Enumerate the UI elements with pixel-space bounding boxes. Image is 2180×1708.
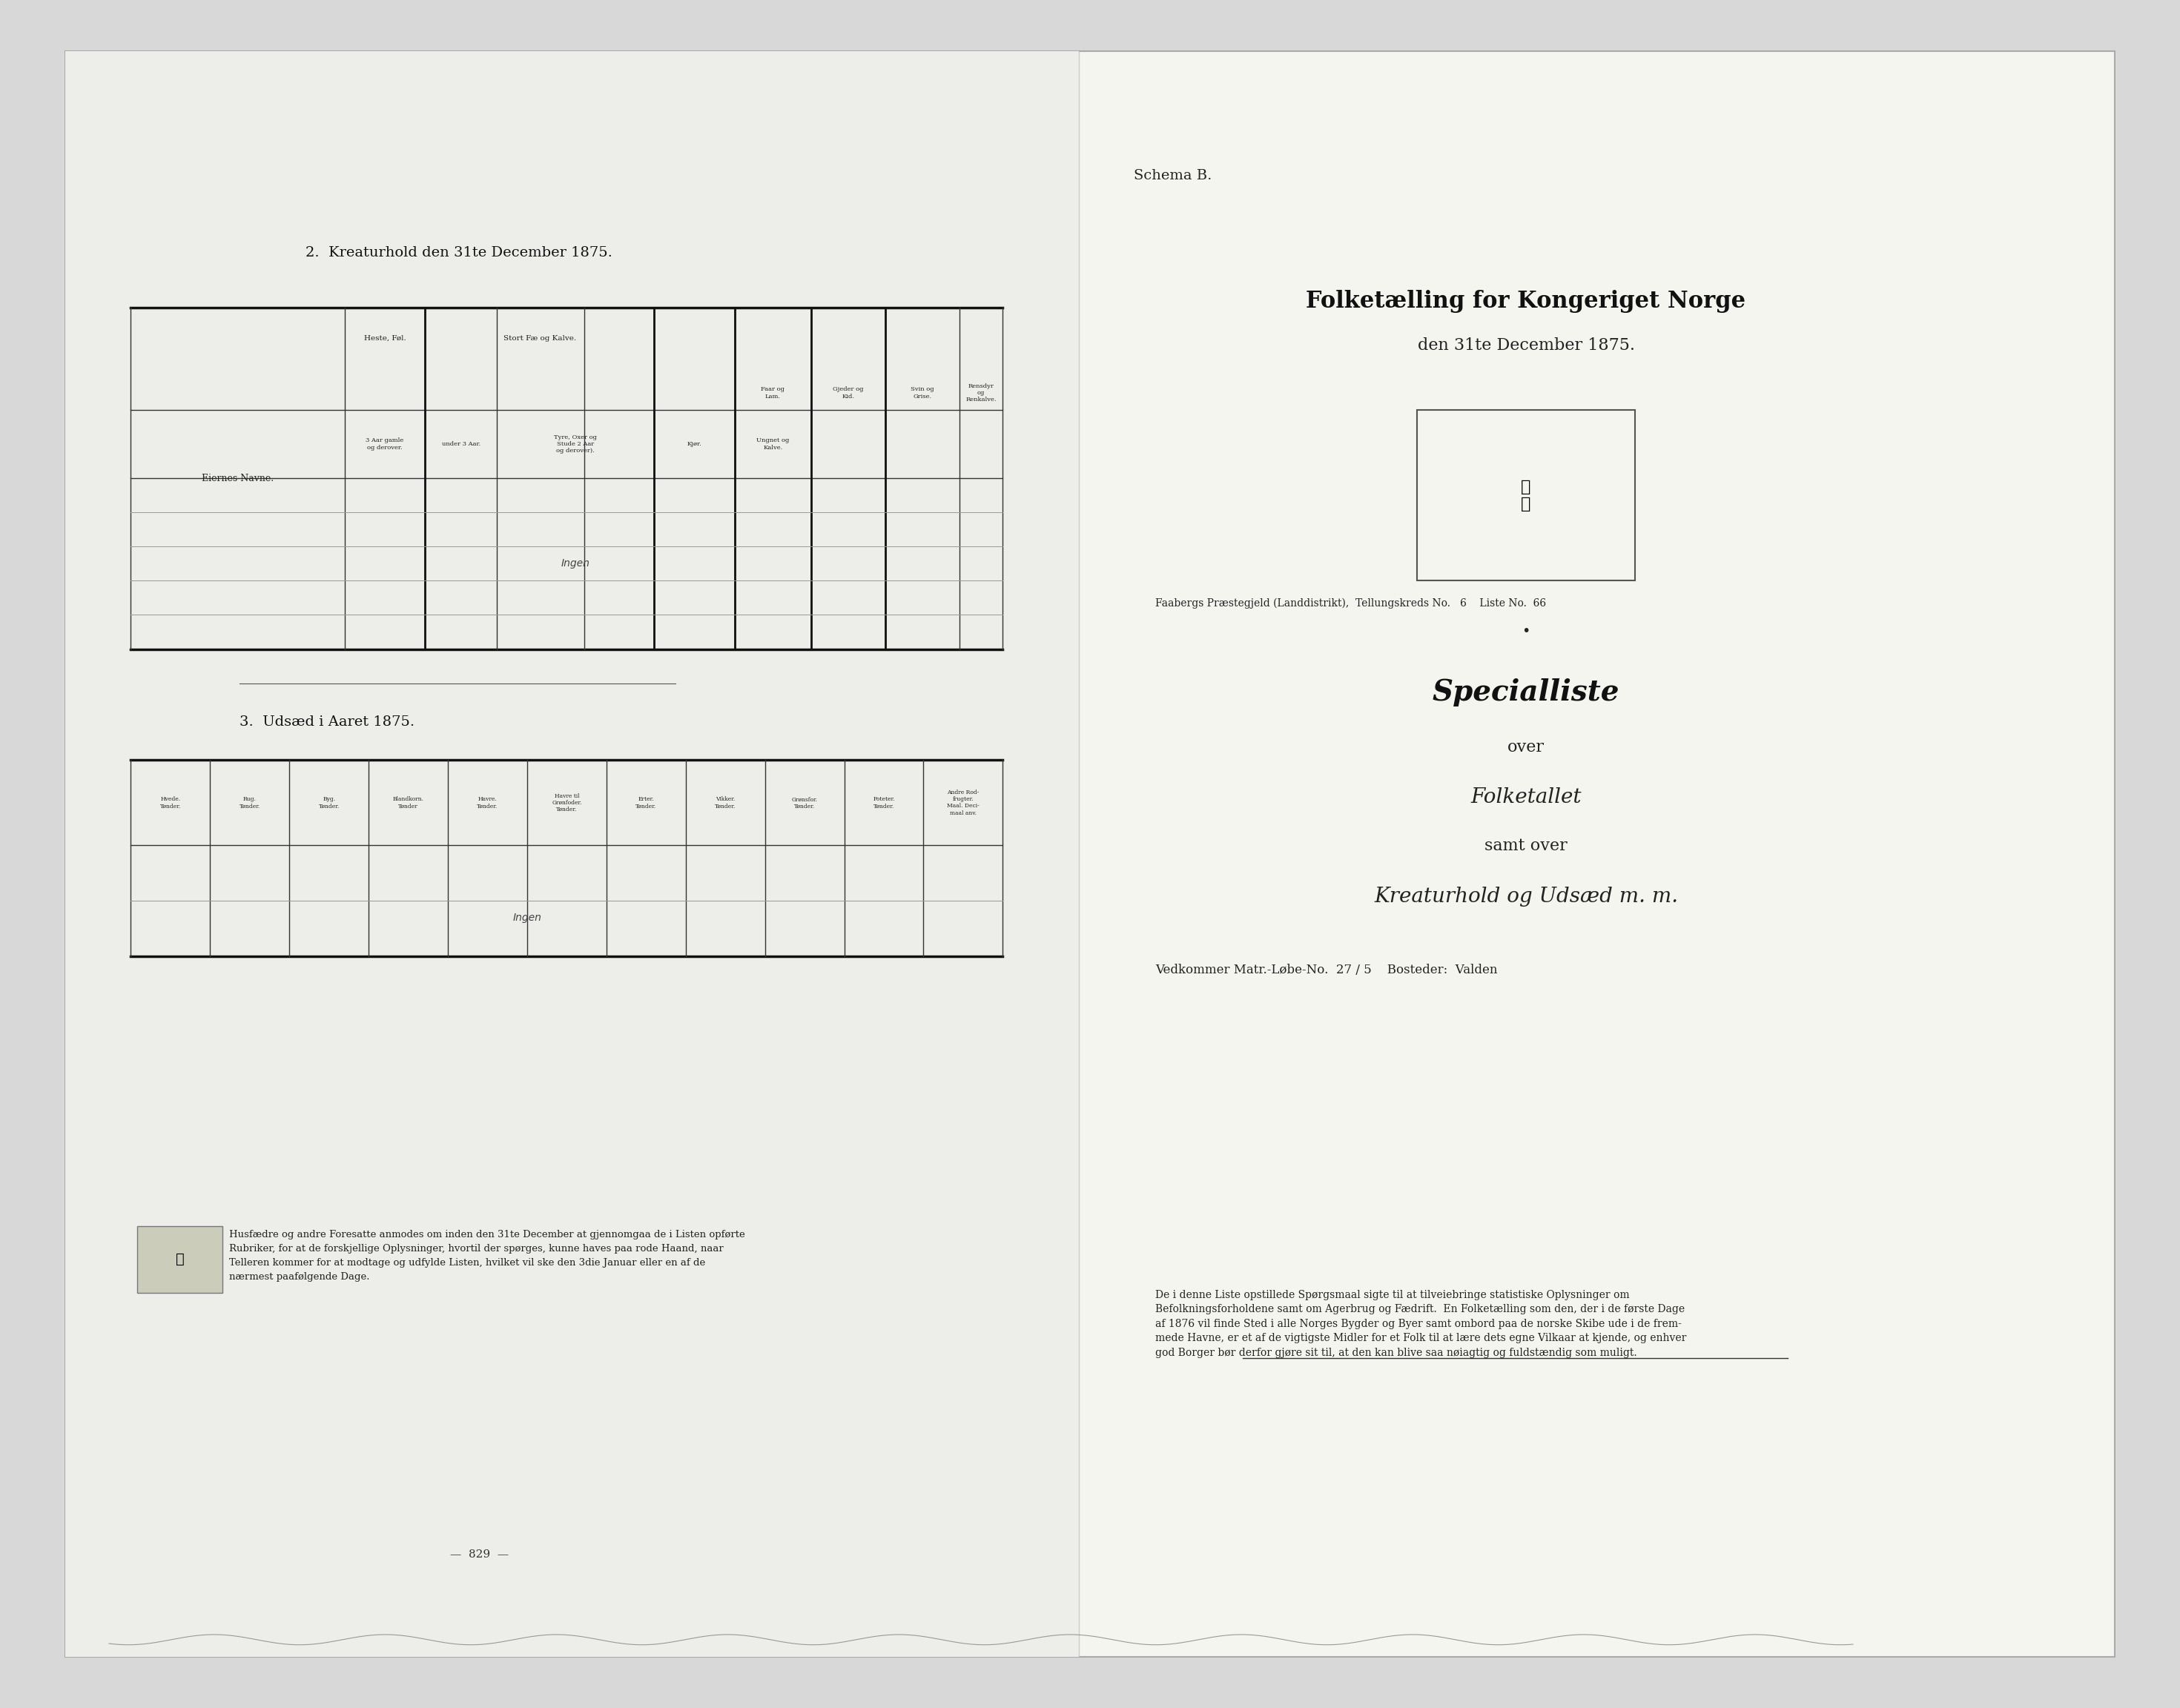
Text: Faar og
Lam.: Faar og Lam. (761, 386, 785, 400)
Text: Heste, Føl.: Heste, Føl. (364, 335, 405, 342)
Text: Hvede.
Tønder.: Hvede. Tønder. (159, 796, 181, 810)
Text: Gjeder og
Kid.: Gjeder og Kid. (833, 386, 863, 400)
Text: 2.  Kreaturhold den 31te December 1875.: 2. Kreaturhold den 31te December 1875. (305, 246, 613, 260)
Text: De i denne Liste opstillede Spørgsmaal sigte til at tilveiebringe statistiske Op: De i denne Liste opstillede Spørgsmaal s… (1155, 1290, 1687, 1358)
Text: 3.  Udsæd i Aaret 1875.: 3. Udsæd i Aaret 1875. (240, 716, 414, 729)
Text: Vedkommer Matr.-Løbe-No.  27 / 5    Bosteder:  Valden: Vedkommer Matr.-Løbe-No. 27 / 5 Bosteder… (1155, 963, 1498, 977)
Text: Tyre, Oxer og
Stude 2 Aar
og derover).: Tyre, Oxer og Stude 2 Aar og derover). (554, 434, 597, 454)
Text: Erter.
Tønder.: Erter. Tønder. (637, 796, 656, 810)
Text: Husfædre og andre Foresatte anmodes om inden den 31te December at gjennomgaa de : Husfædre og andre Foresatte anmodes om i… (229, 1230, 746, 1281)
Text: under 3 Aar.: under 3 Aar. (443, 441, 480, 447)
Text: Blandkorn.
Tønder: Blandkorn. Tønder (392, 796, 423, 810)
Text: over: over (1506, 740, 1546, 755)
Text: Havre.
Tønder.: Havre. Tønder. (477, 796, 497, 810)
Text: Faabergs Præstegjeld (Landdistrikt),  Tellungskreds No.   6    Liste No.  66: Faabergs Præstegjeld (Landdistrikt), Tel… (1155, 598, 1546, 608)
Text: Havre til
Grønfoder.
Tønder.: Havre til Grønfoder. Tønder. (552, 793, 582, 813)
Text: 3 Aar gamle
og derover.: 3 Aar gamle og derover. (366, 437, 403, 451)
Text: Folketælling for Kongeriget Norge: Folketælling for Kongeriget Norge (1306, 290, 1746, 313)
Text: Svin og
Grise.: Svin og Grise. (911, 386, 933, 400)
Text: samt over: samt over (1485, 839, 1567, 854)
Text: Rensdyr
og
Renkalve.: Rensdyr og Renkalve. (966, 383, 996, 403)
Text: 📋: 📋 (177, 1252, 183, 1266)
FancyBboxPatch shape (137, 1226, 222, 1293)
Text: 👑
🦁: 👑 🦁 (1522, 480, 1530, 511)
Text: Kreaturhold og Udsæd m. m.: Kreaturhold og Udsæd m. m. (1373, 886, 1679, 907)
FancyBboxPatch shape (65, 51, 1079, 1657)
Text: Kjør.: Kjør. (687, 441, 702, 447)
Text: Byg.
Tønder.: Byg. Tønder. (318, 796, 340, 810)
Text: Poteter.
Tønder.: Poteter. Tønder. (872, 796, 894, 810)
Text: Stort Fæ og Kalve.: Stort Fæ og Kalve. (504, 335, 576, 342)
Text: Vikker.
Tønder.: Vikker. Tønder. (715, 796, 737, 810)
Text: Andre Rod-
frugter.
Maal. Deci-
maal anv.: Andre Rod- frugter. Maal. Deci- maal anv… (946, 789, 979, 816)
Text: Eiernes Navne.: Eiernes Navne. (201, 473, 275, 483)
Text: Folketallet: Folketallet (1472, 787, 1580, 808)
Text: •: • (1522, 623, 1530, 639)
Text: Ingen: Ingen (560, 559, 591, 569)
Text: —  829  —: — 829 — (451, 1549, 508, 1559)
Text: Specialliste: Specialliste (1432, 678, 1620, 705)
FancyBboxPatch shape (1417, 410, 1635, 581)
Text: Rug.
Tønder.: Rug. Tønder. (240, 796, 259, 810)
Text: Ungnet og
Kalve.: Ungnet og Kalve. (756, 437, 789, 451)
Text: Ingen: Ingen (512, 912, 541, 924)
Text: den 31te December 1875.: den 31te December 1875. (1417, 338, 1635, 354)
Text: Grønsfor.
Tønder.: Grønsfor. Tønder. (791, 796, 818, 810)
FancyBboxPatch shape (65, 51, 2115, 1657)
Text: Schema B.: Schema B. (1134, 169, 1212, 183)
